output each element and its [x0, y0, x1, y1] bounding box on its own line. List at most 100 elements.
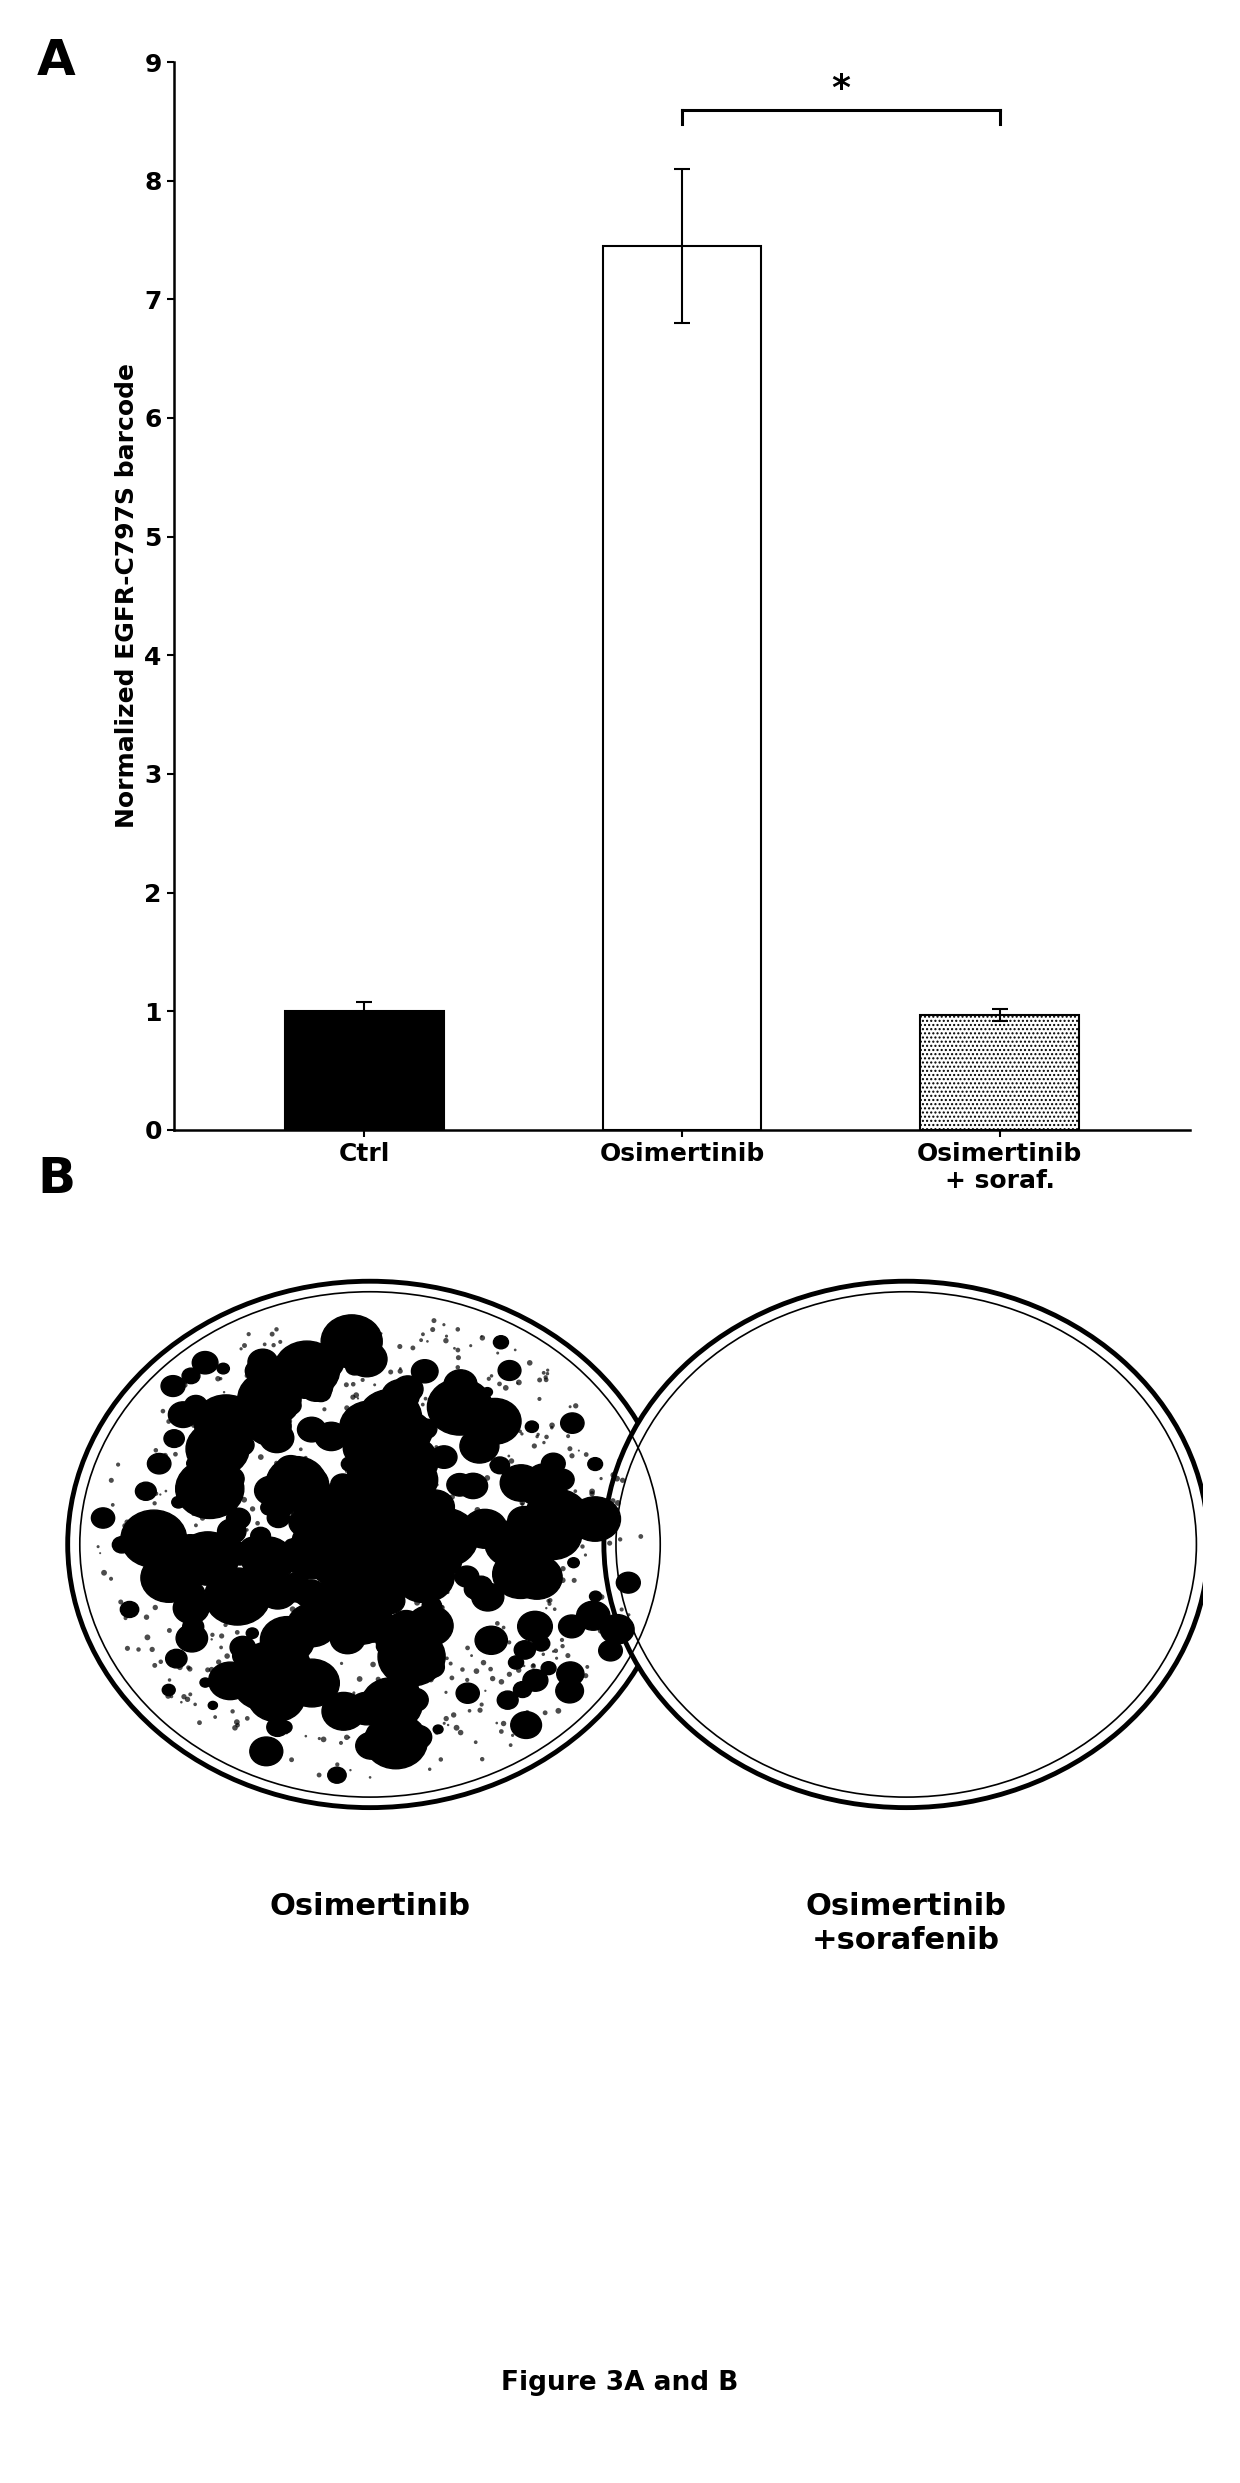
Circle shape [162, 1683, 175, 1696]
Point [353, 1621, 373, 1661]
Point [420, 1512, 440, 1552]
Point [335, 1701, 355, 1741]
Point [565, 1472, 585, 1512]
Point [228, 1559, 248, 1599]
Circle shape [527, 1465, 560, 1492]
Point [413, 1386, 433, 1425]
Point [515, 1646, 534, 1686]
Circle shape [284, 1659, 340, 1706]
Circle shape [377, 1639, 393, 1654]
Point [600, 1492, 620, 1532]
Point [334, 1525, 353, 1564]
Point [322, 1487, 342, 1527]
Circle shape [217, 1520, 246, 1544]
Circle shape [418, 1445, 430, 1455]
Point [205, 1487, 224, 1527]
Circle shape [541, 1661, 556, 1674]
Point [394, 1465, 414, 1505]
Point [529, 1378, 549, 1418]
Circle shape [177, 1582, 205, 1607]
Point [553, 1549, 573, 1589]
Point [580, 1497, 600, 1537]
Point [186, 1530, 206, 1569]
Bar [285, 1011, 444, 1130]
Circle shape [248, 1408, 291, 1445]
Point [446, 1708, 466, 1748]
Circle shape [444, 1371, 477, 1398]
Point [565, 1386, 585, 1425]
Point [460, 1440, 480, 1480]
Circle shape [460, 1430, 498, 1462]
Circle shape [511, 1711, 542, 1738]
Point [631, 1517, 651, 1557]
Point [453, 1378, 472, 1418]
Circle shape [326, 1597, 366, 1629]
Circle shape [363, 1530, 393, 1557]
Circle shape [358, 1390, 422, 1445]
Point [184, 1405, 203, 1445]
Point [257, 1366, 277, 1405]
Point [171, 1683, 191, 1723]
Circle shape [604, 1281, 1209, 1808]
Circle shape [141, 1554, 197, 1602]
Point [201, 1492, 221, 1532]
Circle shape [366, 1492, 422, 1542]
Circle shape [469, 1582, 490, 1602]
Point [239, 1314, 259, 1353]
Point [500, 1621, 520, 1661]
Circle shape [404, 1726, 432, 1748]
Point [386, 1701, 405, 1741]
Point [268, 1425, 288, 1465]
Circle shape [208, 1661, 252, 1701]
Circle shape [490, 1458, 510, 1475]
Point [217, 1636, 237, 1676]
Point [409, 1567, 429, 1607]
Point [449, 1338, 469, 1378]
Circle shape [275, 1671, 288, 1681]
Point [551, 1654, 570, 1693]
Circle shape [254, 1475, 288, 1505]
Point [329, 1343, 348, 1383]
Circle shape [381, 1572, 401, 1587]
Point [286, 1462, 306, 1502]
Circle shape [341, 1458, 357, 1470]
Point [562, 1477, 582, 1517]
Point [146, 1475, 166, 1515]
Circle shape [325, 1579, 335, 1587]
Point [170, 1646, 190, 1686]
Point [477, 1614, 497, 1654]
Point [409, 1616, 429, 1656]
Point [117, 1502, 136, 1542]
Point [407, 1686, 427, 1726]
Point [427, 1713, 446, 1753]
Point [537, 1418, 557, 1458]
Point [272, 1371, 291, 1410]
Point [558, 1679, 578, 1718]
Circle shape [315, 1423, 347, 1450]
Point [288, 1654, 308, 1693]
Circle shape [415, 1490, 454, 1525]
Point [527, 1418, 547, 1458]
Point [558, 1636, 578, 1676]
Point [556, 1611, 575, 1651]
Point [345, 1413, 365, 1453]
Point [216, 1440, 236, 1480]
Point [427, 1428, 446, 1467]
Point [608, 1482, 627, 1522]
Point [422, 1661, 441, 1701]
Point [177, 1679, 197, 1718]
Point [300, 1661, 320, 1701]
Circle shape [455, 1567, 479, 1587]
Circle shape [231, 1544, 241, 1552]
Text: *: * [831, 72, 851, 107]
Circle shape [412, 1361, 438, 1383]
Point [336, 1500, 356, 1539]
Point [337, 1388, 357, 1428]
Point [429, 1567, 449, 1607]
Circle shape [176, 1460, 244, 1520]
Circle shape [243, 1381, 274, 1408]
Point [305, 1666, 325, 1706]
Point [322, 1420, 342, 1460]
Circle shape [260, 1616, 314, 1664]
Point [329, 1410, 348, 1450]
